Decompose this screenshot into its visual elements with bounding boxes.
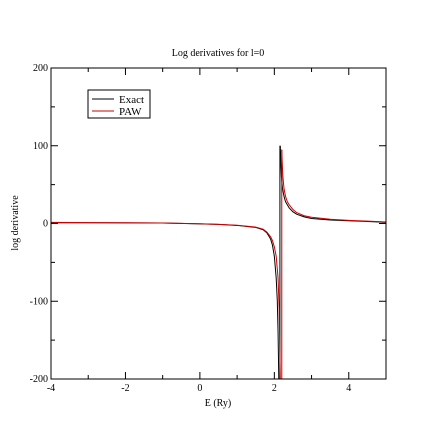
y-axis-label: log derivative xyxy=(10,195,21,251)
chart-title: Log derivatives for l=0 xyxy=(172,48,265,59)
tick-labels: -4 -2 0 2 4 -200 -100 0 100 200 xyxy=(30,63,352,394)
x-tick-label: 2 xyxy=(272,383,277,394)
legend: Exact PAW xyxy=(87,89,151,119)
series-lines xyxy=(51,145,386,379)
x-tick-label: -4 xyxy=(47,383,55,394)
x-tick-label: 4 xyxy=(346,383,351,394)
legend-box xyxy=(87,89,151,119)
legend-label-paw: PAW xyxy=(119,106,142,118)
series-exact-line xyxy=(51,222,280,379)
y-tick-label: 0 xyxy=(43,219,48,230)
series-exact-line xyxy=(279,145,386,223)
y-tick-label: -100 xyxy=(30,296,48,307)
y-tick-label: 200 xyxy=(33,63,48,74)
x-tick-label: -2 xyxy=(121,383,129,394)
x-axis-label: E (Ry) xyxy=(205,398,232,409)
legend-label-exact: Exact xyxy=(119,94,144,106)
series-paw-line xyxy=(281,149,386,223)
plot-frame xyxy=(50,67,387,380)
y-tick-label: 100 xyxy=(33,141,48,152)
series-paw-line xyxy=(51,221,281,379)
y-tick-label: -200 xyxy=(30,374,48,385)
x-tick-label: 0 xyxy=(197,383,202,394)
